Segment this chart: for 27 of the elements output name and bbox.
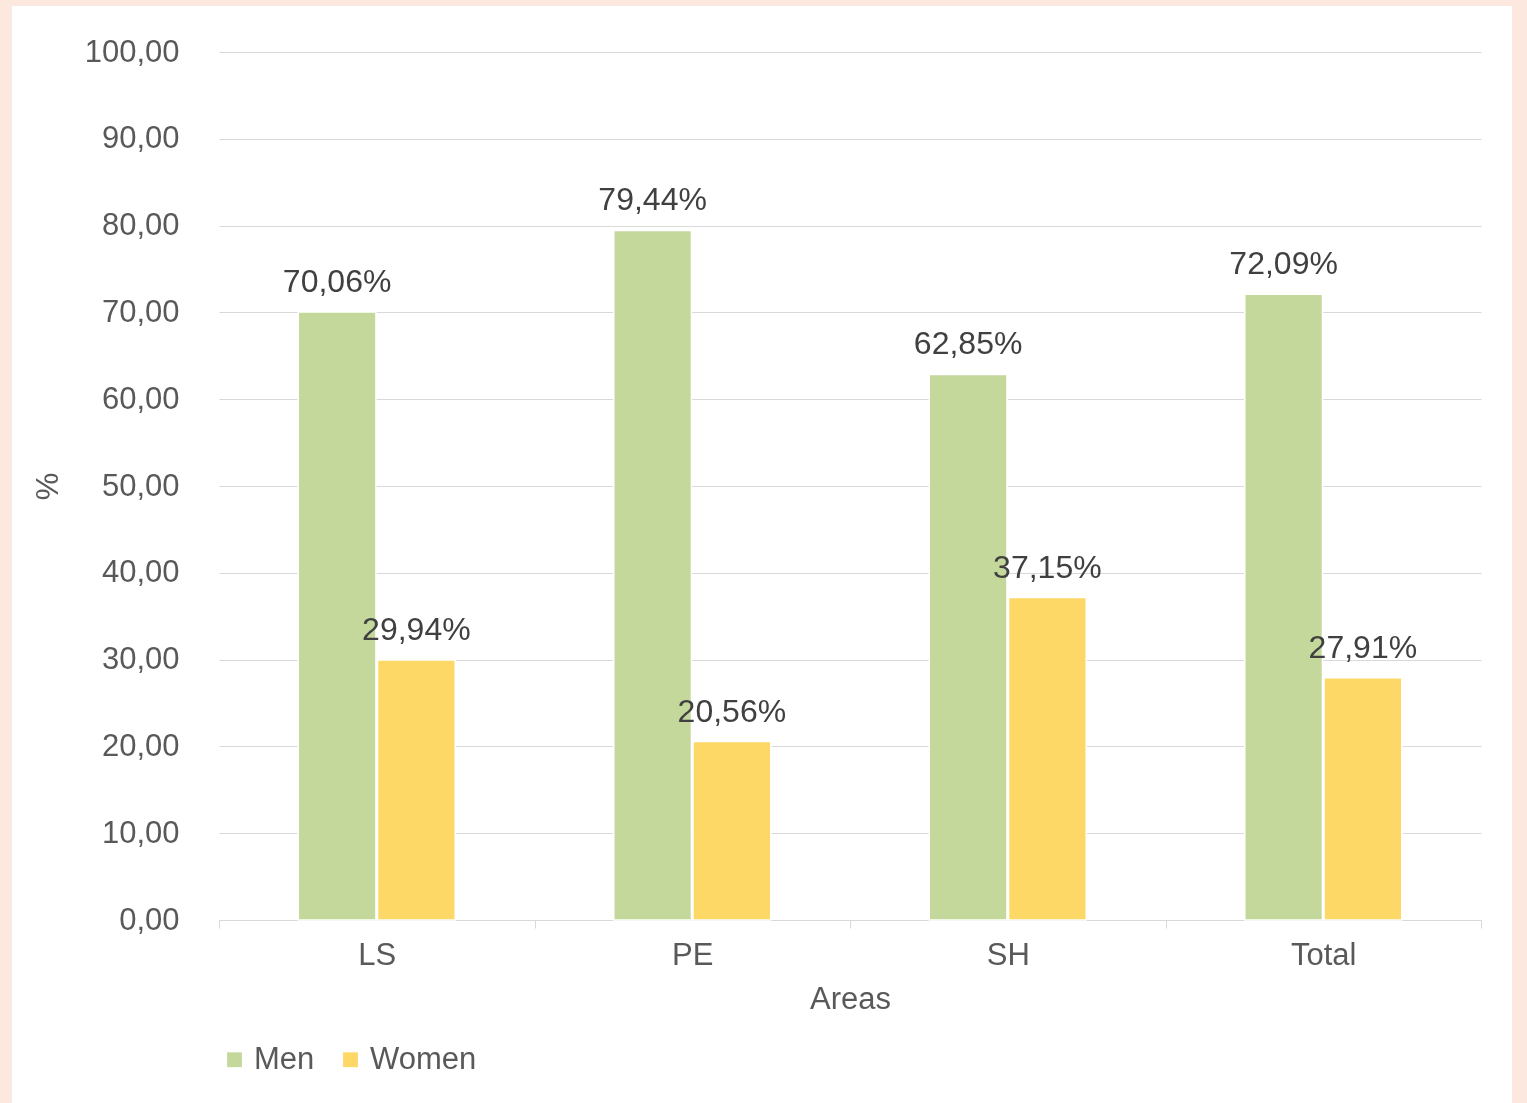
legend-label: Men [254,1040,315,1076]
y-tick-label: 0,00 [119,901,180,937]
x-tick-label: SH [986,936,1030,972]
x-tick-label: Total [1291,936,1357,972]
y-tick-label: 90,00 [101,120,180,156]
data-label: 29,94% [362,611,471,648]
data-label: 20,56% [677,692,787,729]
data-label: 62,85% [913,325,1023,362]
y-tick-label: 70,00 [101,293,180,329]
legend-label: Women [370,1040,477,1076]
y-axis-title: % [29,472,65,501]
data-label: 79,44% [598,181,707,218]
data-label: 72,09% [1229,245,1338,282]
y-tick-label: 80,00 [101,207,180,243]
data-label: 37,15% [993,548,1102,585]
x-tick-label: PE [672,936,714,972]
data-label: 27,91% [1308,628,1418,665]
x-tick-label: LS [358,936,397,972]
y-tick-label: 100,00 [84,33,180,69]
y-tick-label: 60,00 [101,380,180,416]
y-tick-label: 20,00 [101,727,180,763]
y-tick-label: 40,00 [101,554,180,590]
x-axis-title: Areas [810,980,891,1016]
y-tick-label: 30,00 [101,641,180,677]
data-label: 70,06% [282,262,392,299]
y-tick-label: 50,00 [101,467,180,503]
y-tick-label: 10,00 [101,814,180,850]
